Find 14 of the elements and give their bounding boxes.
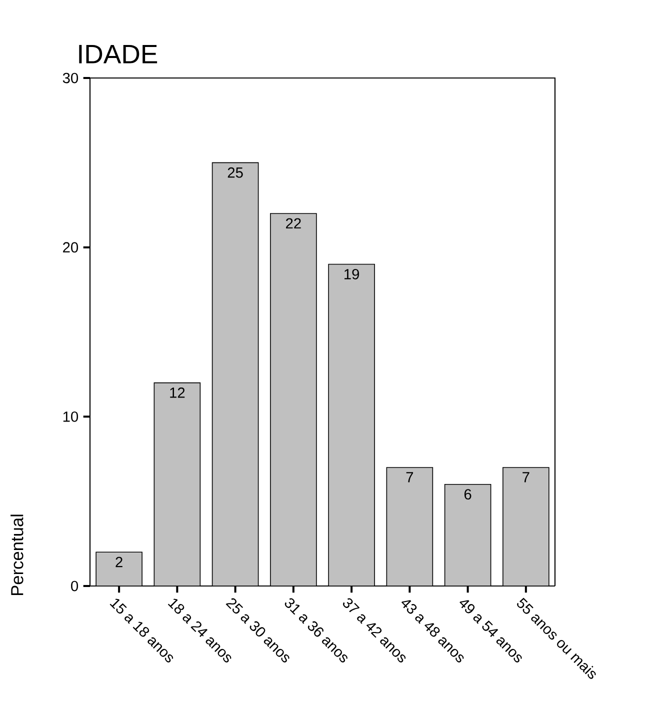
y-axis-title: Percentual — [10, 514, 24, 596]
data-label: 19 — [344, 268, 360, 280]
data-label: 12 — [170, 388, 185, 398]
y-tick-label: 30 — [62, 72, 78, 84]
data-label: 2 — [116, 556, 122, 568]
data-label: 22 — [286, 218, 301, 228]
chart-title: IDADE — [79, 44, 158, 64]
data-label: 7 — [406, 472, 414, 482]
data-label: 25 — [228, 167, 243, 178]
data-label: 6 — [464, 489, 472, 500]
y-tick-label: 20 — [63, 242, 78, 253]
y-tick-label: 0 — [71, 580, 78, 592]
data-label: 7 — [522, 472, 530, 482]
y-tick-label: 10 — [63, 411, 78, 422]
